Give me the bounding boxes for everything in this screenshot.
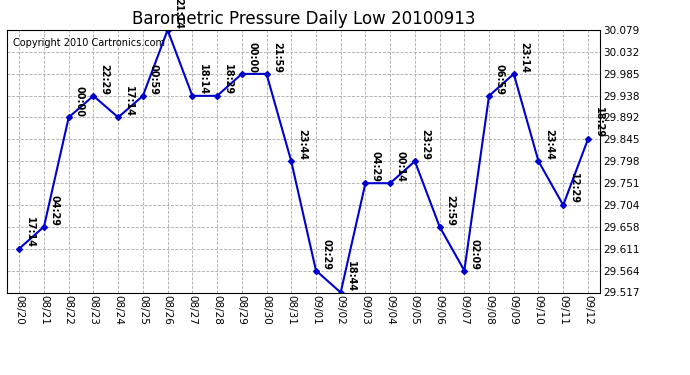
Text: 23:29: 23:29 (420, 129, 431, 160)
Text: 12:29: 12:29 (569, 173, 579, 204)
Text: 18:44: 18:44 (346, 261, 356, 292)
Text: 04:29: 04:29 (371, 152, 381, 182)
Text: 21:59: 21:59 (272, 42, 282, 73)
Text: 23:44: 23:44 (297, 129, 307, 160)
Text: 02:09: 02:09 (470, 239, 480, 270)
Text: 00:59: 00:59 (148, 64, 159, 95)
Text: 23:44: 23:44 (544, 129, 554, 160)
Title: Barometric Pressure Daily Low 20100913: Barometric Pressure Daily Low 20100913 (132, 10, 475, 28)
Text: 22:59: 22:59 (445, 195, 455, 226)
Text: 04:29: 04:29 (50, 195, 59, 226)
Text: 00:00: 00:00 (247, 42, 257, 73)
Text: 23:14: 23:14 (520, 42, 529, 73)
Text: 02:29: 02:29 (322, 239, 331, 270)
Text: 17:14: 17:14 (124, 86, 134, 117)
Text: 21:14: 21:14 (173, 0, 183, 29)
Text: 18:14: 18:14 (198, 64, 208, 95)
Text: 18:29: 18:29 (593, 107, 604, 138)
Text: 18:29: 18:29 (223, 64, 233, 95)
Text: 06:59: 06:59 (495, 64, 504, 95)
Text: 00:14: 00:14 (395, 152, 406, 182)
Text: 00:00: 00:00 (75, 86, 84, 117)
Text: 22:29: 22:29 (99, 64, 109, 95)
Text: Copyright 2010 Cartronics.com: Copyright 2010 Cartronics.com (13, 38, 165, 48)
Text: 17:14: 17:14 (25, 217, 34, 248)
